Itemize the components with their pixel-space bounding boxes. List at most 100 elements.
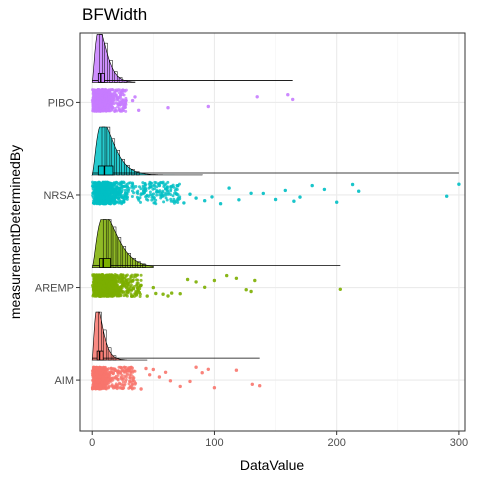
density-bin-NRSA [116, 150, 120, 176]
rain-point-PIBO [119, 101, 123, 105]
y-axis-title: measurementDeterminedBy [7, 145, 23, 319]
rain-point-PIBO [121, 88, 125, 92]
rain-point-AREMP [136, 273, 140, 277]
outlier-point-NRSA [163, 187, 168, 191]
rain-point-NRSA [93, 185, 97, 189]
rain-point-NRSA [95, 182, 99, 186]
rain-point-PIBO [122, 93, 126, 97]
rain-point-AREMP [127, 287, 131, 291]
rain-point-AREMP [98, 275, 102, 279]
rain-point-AREMP [129, 283, 133, 287]
rain-point-AREMP [137, 285, 141, 289]
outlier-point-AIM [151, 367, 155, 372]
outlier-point-AREMP [194, 280, 198, 284]
rain-point-AIM [96, 380, 100, 384]
rain-point-AIM [92, 373, 96, 377]
rain-point-AIM [123, 382, 127, 386]
rain-point-NRSA [152, 192, 156, 196]
rain-point-PIBO [96, 97, 100, 101]
outlier-point-AIM [144, 366, 148, 371]
outlier-point-AIM [258, 384, 262, 388]
rain-point-AIM [133, 380, 137, 384]
rain-point-AIM [103, 367, 107, 371]
rain-point-NRSA [107, 192, 111, 196]
density-bin-PIBO [113, 71, 118, 83]
rain-point-NRSA [151, 187, 155, 191]
outlier-point-NRSA [322, 187, 327, 192]
rain-point-PIBO [93, 94, 97, 98]
rain-point-NRSA [172, 197, 176, 201]
outlier-point-NRSA [445, 194, 449, 198]
outlier-point-NRSA [357, 189, 361, 193]
rain-point-NRSA [91, 182, 95, 186]
density-bin-PIBO [118, 77, 123, 83]
outlier-point-NRSA [249, 191, 253, 195]
rain-point-AREMP [96, 286, 100, 290]
rain-point-NRSA [138, 185, 141, 189]
outlier-point-NRSA [203, 199, 207, 203]
rain-point-PIBO [105, 105, 109, 109]
rain-point-AREMP [106, 293, 110, 297]
rain-point-NRSA [145, 197, 148, 201]
rain-point-AREMP [127, 283, 130, 287]
rain-point-NRSA [162, 200, 166, 204]
rain-point-NRSA [150, 195, 154, 199]
rain-point-AREMP [135, 281, 139, 285]
rain-point-AREMP [121, 280, 125, 284]
rain-point-AIM [118, 365, 122, 369]
rain-point-AIM [117, 370, 121, 373]
rain-point-AREMP [110, 280, 114, 284]
rain-point-NRSA [95, 192, 99, 195]
rain-point-NRSA [93, 189, 97, 193]
rain-point-PIBO [119, 90, 123, 94]
rain-point-NRSA [139, 200, 142, 204]
rain-point-NRSA [135, 195, 139, 199]
rain-point-NRSA [104, 184, 108, 187]
outlier-point-AIM [168, 379, 173, 383]
rain-point-AIM [129, 377, 133, 380]
rain-point-PIBO [118, 88, 122, 92]
rain-point-PIBO [111, 92, 115, 96]
rain-point-AIM [109, 366, 113, 370]
outlier-point-AIM [163, 370, 168, 374]
density-bin-AREMP [112, 226, 117, 268]
rain-point-AIM [94, 383, 98, 387]
outlier-point-AIM [200, 371, 204, 375]
density-bin-AREMP [132, 258, 136, 268]
rain-point-NRSA [161, 180, 165, 184]
rain-point-AIM [102, 384, 106, 387]
rain-point-AIM [103, 381, 107, 385]
rain-point-AREMP [128, 279, 132, 283]
density-cloud-PIBO [91, 34, 136, 83]
outlier-point-NRSA [310, 183, 314, 188]
rain-point-NRSA [143, 181, 147, 185]
outlier-point-PIBO [137, 108, 141, 113]
rain-point-AIM [115, 387, 119, 391]
x-axis-title: DataValue [240, 457, 305, 473]
rain-point-NRSA [139, 192, 143, 196]
rain-point-AREMP [99, 288, 103, 292]
rain-point-PIBO [103, 101, 107, 105]
rain-point-NRSA [169, 199, 173, 203]
rain-point-AREMP [107, 284, 111, 288]
rain-point-NRSA [123, 195, 127, 199]
rain-point-AREMP [99, 283, 103, 287]
outlier-point-AREMP [253, 278, 257, 283]
rain-point-PIBO [119, 93, 123, 97]
rain-point-AIM [113, 376, 117, 380]
rain-point-PIBO [107, 95, 111, 99]
rain-point-NRSA [136, 189, 140, 193]
rain-point-AIM [124, 378, 128, 382]
rain-point-AREMP [102, 274, 105, 278]
rain-point-NRSA [105, 190, 109, 194]
rain-point-PIBO [94, 89, 98, 93]
rain-point-AREMP [112, 292, 116, 295]
rain-point-AREMP [112, 286, 116, 290]
rain-point-NRSA [107, 199, 111, 203]
rain-point-NRSA [118, 190, 122, 194]
rain-point-AIM [95, 372, 99, 376]
rain-point-NRSA [125, 195, 129, 199]
rain-point-NRSA [161, 189, 165, 193]
rain-point-AIM [127, 382, 131, 386]
